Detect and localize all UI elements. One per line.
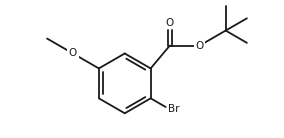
Text: Br: Br [168,104,179,114]
Text: O: O [196,41,204,51]
Text: O: O [166,18,174,28]
Text: O: O [69,48,77,59]
